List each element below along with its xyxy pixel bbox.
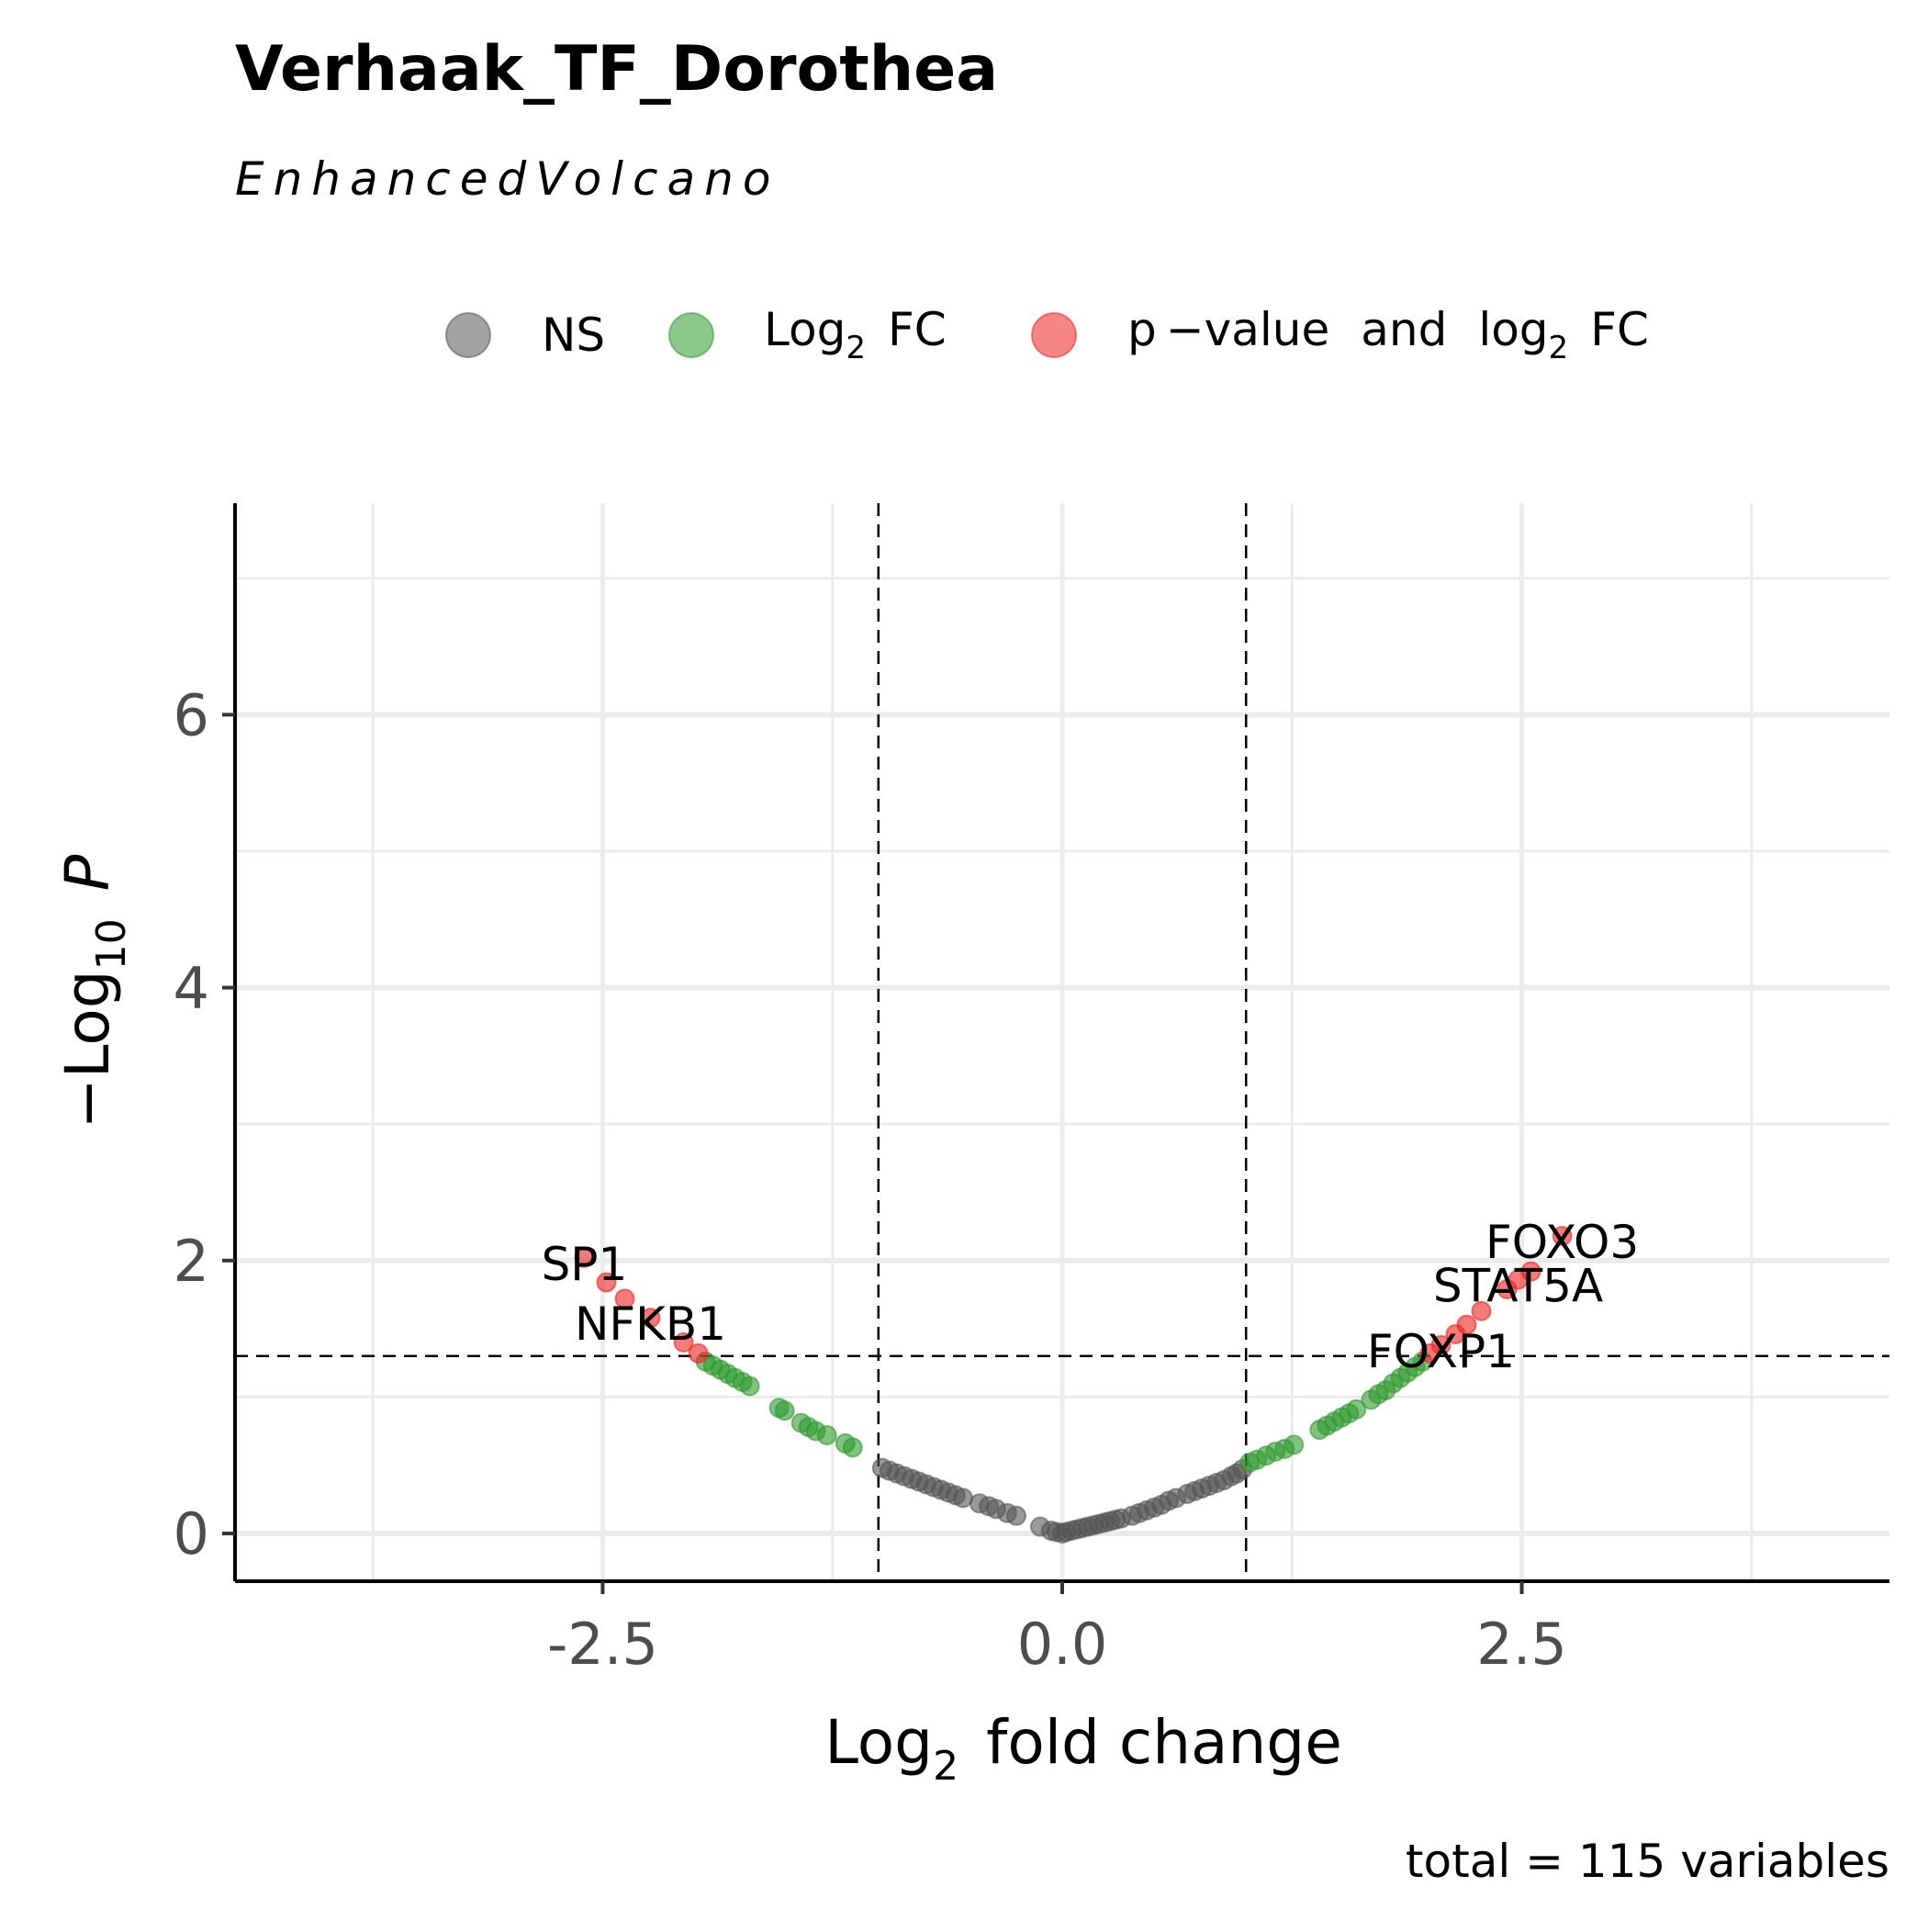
x-tick-label: -2.5	[547, 1611, 658, 1678]
data-point-pfc	[1456, 1314, 1477, 1335]
data-point-pfc	[1520, 1261, 1541, 1282]
data-point-pfc	[574, 1247, 595, 1268]
y-axis-title: −Log10P	[52, 854, 135, 1129]
data-point-fc	[1283, 1434, 1305, 1455]
legend-key-ns	[445, 312, 491, 358]
data-point-pfc	[640, 1308, 661, 1329]
data-point-ns	[1005, 1505, 1026, 1526]
legend-label-ns: NS	[542, 309, 605, 362]
data-points	[574, 1226, 1573, 1544]
data-point-pfc	[614, 1288, 635, 1309]
data-point-ns	[952, 1488, 973, 1509]
data-point-fc	[816, 1424, 837, 1445]
major-gridlines	[235, 503, 1889, 1581]
data-point-pfc	[1430, 1334, 1452, 1355]
data-point-fc	[1346, 1398, 1367, 1420]
point-label: STAT5A	[1433, 1260, 1603, 1313]
point-label: FOXP1	[1367, 1325, 1515, 1378]
y-tick-label: 2	[174, 1228, 209, 1295]
legend-label-pvalue-and-log2fc: p −value and log2 FC	[1127, 303, 1649, 366]
y-tick-label: 4	[174, 955, 209, 1022]
y-tick-label: 6	[174, 681, 209, 748]
point-label: FOXO3	[1485, 1216, 1639, 1269]
chart-title: Verhaak_TF_Dorothea	[235, 33, 998, 106]
chart-caption: total = 115 variables	[1406, 1835, 1889, 1888]
legend: NS Log2 FC p −value and log2 FC	[445, 303, 1649, 366]
x-axis-title: Log2 fold change	[824, 1707, 1342, 1790]
data-point-pfc	[688, 1342, 709, 1364]
y-tick-label: 0	[174, 1500, 209, 1567]
cutoff-lines	[235, 503, 1889, 1581]
axis-ticks: -2.5 0.0 2.5 0 2 4 6	[174, 681, 1567, 1678]
data-point-pfc	[1471, 1300, 1492, 1321]
legend-label-log2fc: Log2 FC	[764, 303, 947, 366]
data-point-pfc	[1552, 1226, 1573, 1247]
point-label: SP1	[542, 1238, 628, 1291]
point-label: NFKB1	[575, 1297, 726, 1351]
legend-key-log2fc	[668, 312, 714, 358]
x-tick-label: 0.0	[1017, 1611, 1108, 1678]
data-point-fc	[774, 1400, 795, 1421]
data-point-pfc	[673, 1331, 694, 1353]
data-point-pfc	[596, 1272, 617, 1293]
legend-key-pvalue-and-log2fc	[1031, 312, 1077, 358]
chart-subtitle: EnhancedVolcano	[235, 152, 779, 206]
x-tick-label: 2.5	[1476, 1611, 1567, 1678]
data-point-fc	[842, 1437, 863, 1458]
data-point-fc	[739, 1376, 760, 1397]
